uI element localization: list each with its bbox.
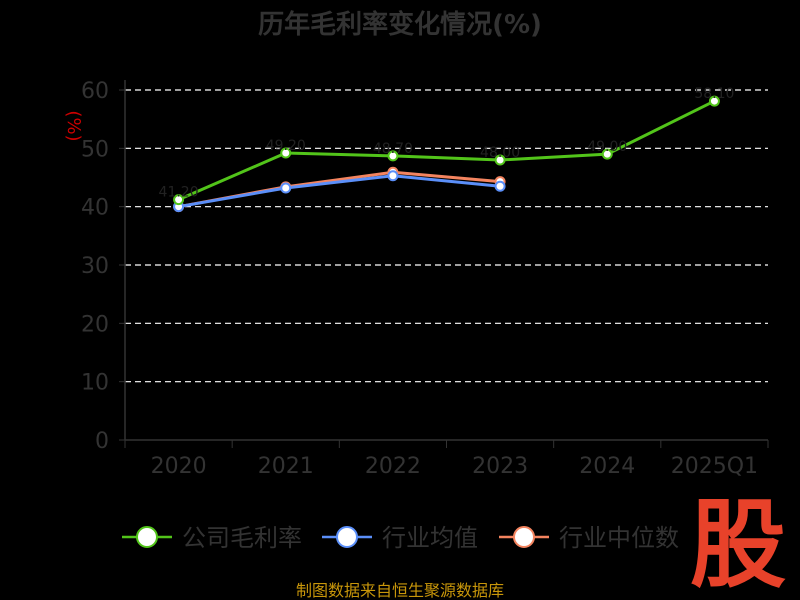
x-tick-label: 2023 xyxy=(472,454,528,479)
grid-lines xyxy=(125,89,768,383)
x-tick-label: 2020 xyxy=(151,454,207,479)
data-label: 48.00 xyxy=(480,145,520,161)
data-point[interactable] xyxy=(601,148,613,160)
legend-marker xyxy=(336,526,358,548)
y-tick-label: 40 xyxy=(81,196,109,221)
legend-item[interactable]: 行业中位数 xyxy=(499,524,679,552)
y-tick-label: 20 xyxy=(81,312,109,337)
legend-label: 行业中位数 xyxy=(559,524,679,552)
logo-glyph: 股 xyxy=(690,489,786,600)
data-label: 49.20 xyxy=(266,138,306,154)
data-point[interactable] xyxy=(387,170,399,182)
data-point[interactable] xyxy=(280,182,292,194)
data-label: 48.70 xyxy=(373,141,413,157)
y-tick-label: 10 xyxy=(81,371,109,396)
y-tick-labels: 0 10 20 30 40 50 60 xyxy=(81,79,109,454)
x-tick-labels: 2020 2021 2022 2023 2024 2025Q1 xyxy=(151,454,758,479)
data-point[interactable] xyxy=(494,154,506,166)
data-label: 58.10 xyxy=(694,86,734,102)
y-tick-label: 30 xyxy=(81,254,109,279)
data-point[interactable] xyxy=(494,180,506,192)
y-tick-label: 0 xyxy=(95,429,109,454)
data-label: 41.20 xyxy=(159,185,199,201)
legend-marker xyxy=(513,526,535,548)
data-point[interactable] xyxy=(173,194,185,206)
y-tick-label: 50 xyxy=(81,137,109,162)
legend-label: 行业均值 xyxy=(382,524,478,552)
series-line xyxy=(177,99,716,202)
legend-item[interactable]: 公司毛利率 xyxy=(122,524,302,552)
data-point[interactable] xyxy=(387,150,399,162)
y-tick-label: 60 xyxy=(81,79,109,104)
data-source-note: 制图数据来自恒生聚源数据库 xyxy=(296,581,504,600)
axes xyxy=(119,80,769,448)
y-axis-label: (%) xyxy=(63,110,84,141)
x-tick-label: 2022 xyxy=(365,454,421,479)
x-tick-label: 2025Q1 xyxy=(671,454,758,479)
series-line xyxy=(178,174,501,209)
data-label: 49.00 xyxy=(587,139,627,155)
legend-item[interactable]: 行业均值 xyxy=(322,524,478,552)
data-point[interactable] xyxy=(708,95,720,107)
legend-marker xyxy=(136,526,158,548)
chart-title: 历年毛利率变化情况(%) xyxy=(258,9,542,40)
data-point[interactable] xyxy=(280,147,292,159)
series-group: 41.20 49.20 48.70 48.00 49.00 58.10 xyxy=(159,86,734,213)
x-tick-label: 2024 xyxy=(579,454,635,479)
legend[interactable]: 公司毛利率 行业均值 行业中位数 xyxy=(122,524,679,552)
legend-label: 公司毛利率 xyxy=(182,524,302,552)
x-tick-label: 2021 xyxy=(258,454,314,479)
